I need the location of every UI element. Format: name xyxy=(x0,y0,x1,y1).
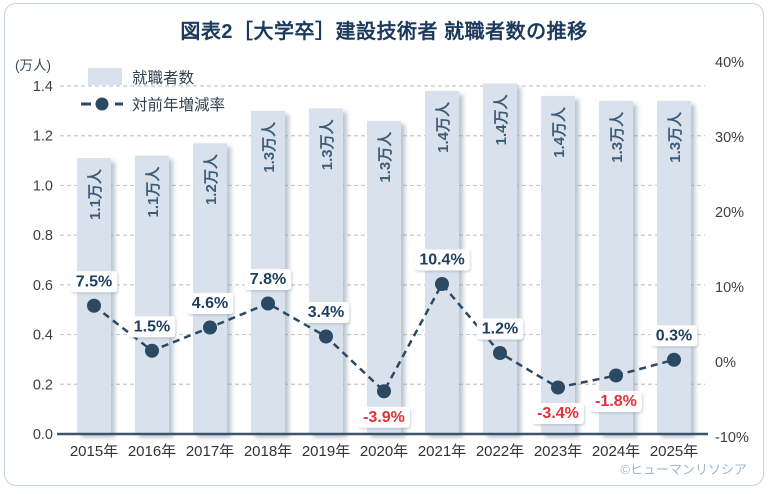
y-left-tick-label: 0.2 xyxy=(33,377,53,393)
trend-marker xyxy=(261,296,275,311)
chart-title: 図表2［大学卒］建設技術者 就職者数の推移 xyxy=(180,21,588,43)
x-tick-label: 2023年 xyxy=(534,443,582,460)
trend-marker xyxy=(667,352,681,367)
bar-label: 1.4万人 xyxy=(493,94,510,146)
trend-value-label-group: 7.5% xyxy=(70,271,118,293)
bar xyxy=(135,155,169,434)
legend-bar-swatch xyxy=(88,68,122,85)
y-right-tick-label: -10% xyxy=(715,430,749,446)
trend-value-label: 10.4% xyxy=(419,252,464,269)
x-tick-label: 2022年 xyxy=(476,443,524,460)
y-right-tick-label: 0% xyxy=(715,355,736,371)
trend-value-label-bg xyxy=(128,316,176,338)
trend-value-label-bg xyxy=(302,302,350,323)
bar-label: 1.3万人 xyxy=(609,111,626,163)
trend-value-label-bg xyxy=(358,406,410,428)
y-left-tick-label: 0.0 xyxy=(33,427,53,443)
bar-label: 1.2万人 xyxy=(203,153,220,205)
bar xyxy=(657,100,691,435)
trend-value-label-bg xyxy=(476,318,524,340)
x-tick-label: 2024年 xyxy=(592,443,640,460)
trend-value-label: 0.3% xyxy=(656,327,692,344)
bar-label: 1.3万人 xyxy=(667,111,684,163)
trend-value-label-group: 10.4% xyxy=(414,249,470,271)
trend-value-label-bg xyxy=(650,325,698,347)
trend-value-label-group: 3.4% xyxy=(302,302,350,323)
bar xyxy=(483,83,517,434)
trend-value-label: 4.6% xyxy=(192,295,228,312)
y-left-tick-label: 1.4 xyxy=(33,79,53,95)
trend-value-label: -1.8% xyxy=(595,393,637,410)
bar-label: 1.1万人 xyxy=(145,166,162,218)
trend-value-label: -3.9% xyxy=(363,409,405,426)
bar-label: 1.3万人 xyxy=(261,121,278,173)
y-right-tick-label: 40% xyxy=(715,55,744,71)
chart-card: 図表2［大学卒］建設技術者 就職者数の推移 就職者数対前年増減率 (万人) 1.1万… xyxy=(4,3,764,486)
bar xyxy=(77,158,111,435)
x-tick-label: 2021年 xyxy=(418,443,466,460)
trend-value-label-bg xyxy=(532,403,584,424)
y-left-tick-label: 1.0 xyxy=(33,178,53,194)
trend-value-label: -3.4% xyxy=(537,405,579,422)
bar-label: 1.1万人 xyxy=(87,168,104,220)
trend-marker xyxy=(319,329,333,344)
x-tick-label: 2019年 xyxy=(302,443,350,460)
trend-marker xyxy=(87,298,101,313)
trend-value-label: 7.8% xyxy=(250,271,286,288)
copyright-text: ©ヒューマンリソシア xyxy=(620,462,747,477)
legend-label-rate: 対前年増減率 xyxy=(132,96,225,114)
trend-value-label-bg xyxy=(186,293,234,314)
bar-label: 1.4万人 xyxy=(435,101,452,153)
trend-marker xyxy=(203,320,217,335)
y-right-tick-label: 20% xyxy=(715,205,744,221)
left-axis-unit-label: (万人) xyxy=(15,58,51,73)
trend-value-label: 1.2% xyxy=(482,321,518,338)
x-tick-label: 2020年 xyxy=(360,443,408,460)
y-left-tick-label: 0.8 xyxy=(33,228,53,244)
trend-value-label-group: -3.9% xyxy=(358,406,410,428)
bar xyxy=(309,108,343,434)
x-tick-label: 2015年 xyxy=(70,443,118,460)
bar-label: 1.3万人 xyxy=(377,131,394,183)
bar xyxy=(541,95,575,434)
trend-value-label-bg xyxy=(590,391,642,412)
trend-value-label-bg xyxy=(244,269,292,290)
legend-label-bars: 就職者数 xyxy=(132,69,195,87)
trend-value-label: 7.5% xyxy=(76,273,112,290)
trend-value-label-group: 7.8% xyxy=(244,269,292,290)
y-right-tick-label: 30% xyxy=(715,130,744,146)
trend-value-label-bg xyxy=(70,271,118,293)
trend-value-label-group: -3.4% xyxy=(532,403,584,424)
bar-label: 1.3万人 xyxy=(319,118,336,170)
trend-marker xyxy=(493,346,507,360)
y-left-tick-label: 0.4 xyxy=(33,328,53,344)
trend-marker xyxy=(435,277,449,291)
trend-value-label-group: 4.6% xyxy=(186,293,234,314)
trend-value-label-group: 1.5% xyxy=(128,316,176,338)
bar-label: 1.4万人 xyxy=(551,106,568,158)
trend-value-label: 1.5% xyxy=(134,318,170,335)
trend-value-label-bg xyxy=(414,249,470,271)
x-tick-label: 2016年 xyxy=(128,443,176,460)
trend-value-label-group: 0.3% xyxy=(650,325,698,347)
trend-marker xyxy=(609,368,623,383)
x-tick-label: 2018年 xyxy=(244,443,292,460)
y-left-tick-label: 1.2 xyxy=(33,129,53,145)
trend-marker xyxy=(377,384,391,399)
bar xyxy=(193,143,227,434)
y-right-tick-label: 10% xyxy=(715,280,744,296)
y-left-tick-label: 0.6 xyxy=(33,278,53,294)
legend-line-dot xyxy=(95,97,109,111)
trend-marker xyxy=(145,343,159,358)
trend-value-label-group: 1.2% xyxy=(476,318,524,340)
x-tick-label: 2017年 xyxy=(186,443,234,460)
trend-marker xyxy=(551,380,565,395)
x-tick-label: 2025年 xyxy=(650,443,698,460)
trend-value-label: 3.4% xyxy=(308,304,344,321)
trend-value-label-group: -1.8% xyxy=(590,391,642,412)
